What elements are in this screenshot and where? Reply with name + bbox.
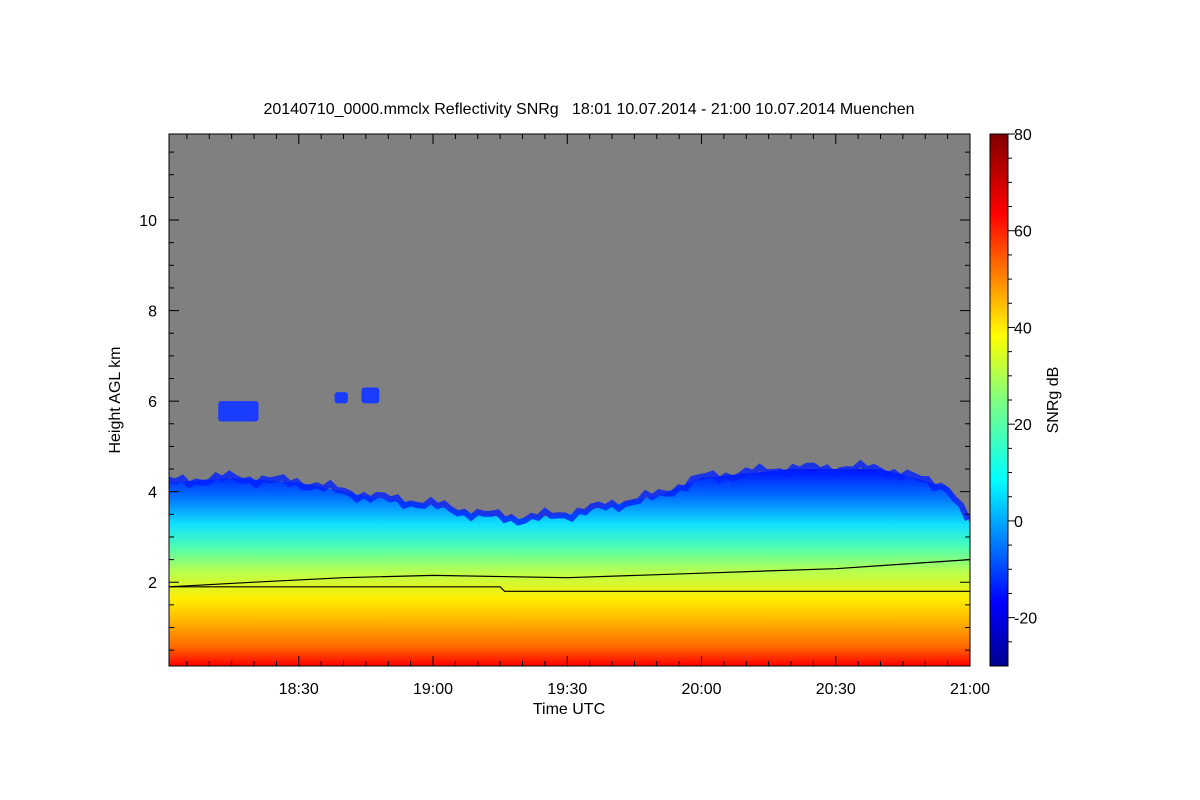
colorbar	[989, 133, 1009, 667]
colorbar-tick-label: 60	[1014, 224, 1032, 241]
cloud-patch	[361, 387, 380, 404]
y-axis-label: Height AGL km	[107, 346, 124, 453]
y-tick-label: 6	[148, 394, 157, 411]
colorbar-axis: -20 0 20 40 60 80	[1008, 127, 1037, 643]
x-axis-label: Time UTC	[533, 701, 605, 718]
x-tick-label: 18:30	[279, 681, 319, 698]
colorbar-tick-label: 40	[1014, 320, 1032, 337]
y-axis: 2 4 6 8 10	[139, 151, 970, 651]
chart-title: 20140710_0000.mmclx Reflectivity SNRg 18…	[263, 101, 914, 118]
echo-top-edge	[169, 459, 970, 526]
y-tick-label: 2	[148, 575, 157, 592]
y-tick-label: 10	[139, 213, 157, 230]
boundary-line	[169, 559, 970, 588]
plot-frame	[168, 133, 971, 667]
y-tick-label: 8	[148, 304, 157, 321]
x-tick-label: 20:30	[816, 681, 856, 698]
colorbar-tick-label: 0	[1014, 514, 1023, 531]
cloud-patch	[334, 392, 348, 404]
x-tick-label: 19:00	[413, 681, 453, 698]
plot-content	[169, 387, 970, 666]
echo-region	[169, 469, 970, 666]
x-tick-label: 20:00	[681, 681, 721, 698]
boundary-line	[169, 586, 970, 592]
colorbar-tick-label: 20	[1014, 417, 1032, 434]
y-tick-label: 4	[148, 485, 157, 502]
colorbar-tick-label: -20	[1014, 611, 1037, 628]
x-axis: 18:30 19:00 19:30 20:00 20:30 21:00	[186, 134, 990, 698]
colorbar-label: SNRg dB	[1045, 367, 1062, 434]
cloud-patch	[218, 401, 259, 422]
colorbar-tick-label: 80	[1014, 127, 1032, 144]
x-tick-label: 21:00	[950, 681, 990, 698]
x-tick-label: 19:30	[547, 681, 587, 698]
